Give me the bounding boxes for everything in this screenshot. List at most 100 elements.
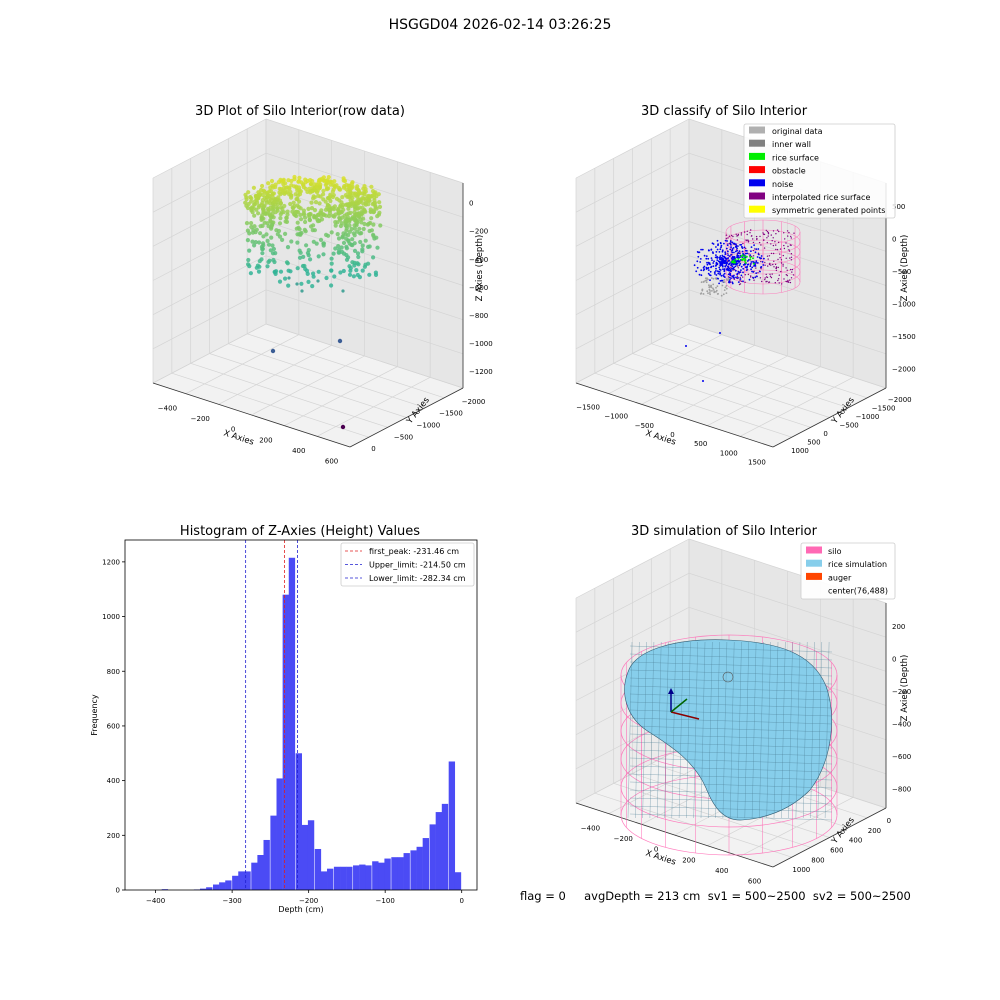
p1-point [303, 215, 308, 220]
p4-mesh-line [642, 641, 647, 819]
p1-point [325, 187, 330, 192]
p2-noise-point [715, 264, 717, 267]
histogram-bar [244, 871, 251, 890]
p1-point [360, 243, 365, 248]
p2-noise-point [732, 276, 735, 279]
p2-noise-point [728, 281, 731, 284]
p2-original-point [717, 292, 719, 295]
p1-point [345, 203, 350, 208]
p1-point [354, 200, 359, 205]
p2-interp-point [744, 281, 746, 283]
p4-grid-line [575, 572, 690, 633]
p1-point [286, 283, 291, 288]
p2-interp-point [750, 275, 752, 277]
p1-point [373, 272, 379, 277]
p2-legend-label: original data [772, 127, 823, 136]
p1-point [346, 233, 351, 238]
p1-point [346, 206, 351, 211]
p2-noise-point [737, 245, 739, 248]
p2-noise-point [731, 256, 734, 259]
p2-noise-point [728, 259, 730, 262]
p2-noise-point [742, 264, 745, 266]
p1-x-axis-line [152, 382, 351, 448]
p2-noise-point [763, 257, 765, 260]
p4-mesh-line [788, 641, 793, 819]
p1-point [264, 200, 269, 205]
p2-interp-point [780, 259, 783, 261]
p1-point [275, 208, 280, 213]
p2-noise-point [755, 272, 758, 274]
p2-noise-point [730, 246, 732, 249]
p2-original-point [709, 293, 711, 296]
p1-point [299, 217, 304, 222]
p1-point [303, 219, 308, 225]
p1-point [271, 185, 276, 190]
p1-point [344, 226, 349, 231]
p2-noise-point [721, 265, 724, 268]
p4-y-tick-label: 600 [830, 846, 843, 854]
p2-z-tick-label: −500 [892, 268, 911, 276]
p2-noise-point [700, 248, 702, 251]
p1-point [363, 238, 368, 243]
p1-point [277, 279, 283, 284]
p1-point [247, 248, 252, 253]
p4-mesh-line [824, 641, 830, 819]
p4-legend-label: silo [828, 547, 842, 556]
p4-mesh-line [671, 641, 676, 819]
p2-interp-point [749, 232, 751, 234]
p2-interp-point [756, 237, 758, 240]
p1-point [260, 213, 265, 218]
p2-interp-point [792, 274, 795, 276]
p4-mesh-line [803, 641, 808, 819]
p2-noise-point [733, 251, 735, 254]
histogram-bar [391, 857, 398, 890]
p2-noise-point [735, 243, 737, 246]
p2-rice-point [732, 259, 735, 262]
p2-interp-point [766, 237, 768, 239]
panel4-title: 3D simulation of Silo Interior [631, 524, 817, 539]
p1-x-tick-label: −400 [158, 404, 177, 412]
histogram-bar [346, 866, 353, 890]
p1-point [297, 248, 302, 253]
p2-interp-point [791, 268, 794, 271]
p2-original-point [708, 292, 711, 294]
p2-interp-point [771, 273, 773, 275]
p2-interp-point [766, 280, 768, 283]
p2-interp-point [767, 235, 769, 237]
p2-interp-point [772, 230, 775, 232]
histogram-x-tick-label: −100 [376, 897, 395, 905]
p1-point [306, 248, 311, 253]
p2-original-point [702, 293, 705, 295]
p2-noise-point [725, 261, 728, 264]
p2-noise-point [727, 265, 729, 268]
p2-legend-swatch [749, 166, 765, 174]
p1-point [276, 195, 281, 200]
p2-interp-point [789, 244, 791, 246]
p2-interp-point [778, 230, 780, 233]
p2-interp-point [790, 259, 793, 261]
p2-interp-point [774, 282, 776, 284]
p1-point [317, 185, 322, 190]
p1-grid-line [152, 118, 267, 179]
p2-original-point [715, 286, 717, 289]
p1-point [366, 221, 371, 226]
p1-point [288, 201, 293, 207]
p1-point [289, 239, 294, 244]
p2-noise-point [737, 276, 739, 279]
p2-noise-point [742, 271, 744, 274]
p2-noise-point [699, 261, 702, 263]
p1-point [311, 271, 316, 276]
p4-auger-x-arrow [670, 711, 700, 720]
histogram-bar [340, 866, 347, 890]
p2-noise-point [733, 274, 735, 277]
p2-interp-point [732, 235, 734, 238]
p2-noise-point [695, 270, 698, 273]
p2-noise-point [728, 269, 731, 272]
p1-point [377, 200, 382, 205]
p2-noise-point [752, 277, 755, 279]
p1-point [310, 284, 315, 289]
p2-interp-point [787, 281, 790, 283]
p2-interp-point [760, 244, 762, 246]
p2-interp-point [737, 233, 740, 236]
p2-noise-point [724, 253, 727, 255]
